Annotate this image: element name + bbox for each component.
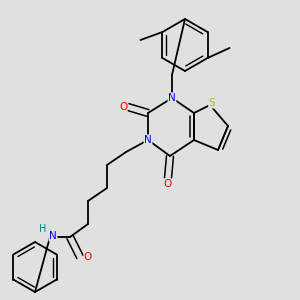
Text: H: H [39, 224, 47, 234]
Text: O: O [164, 179, 172, 189]
Text: O: O [84, 252, 92, 262]
Text: O: O [119, 102, 127, 112]
Text: S: S [209, 98, 215, 108]
Text: N: N [49, 231, 57, 241]
Text: N: N [144, 135, 152, 145]
Text: N: N [168, 93, 176, 103]
